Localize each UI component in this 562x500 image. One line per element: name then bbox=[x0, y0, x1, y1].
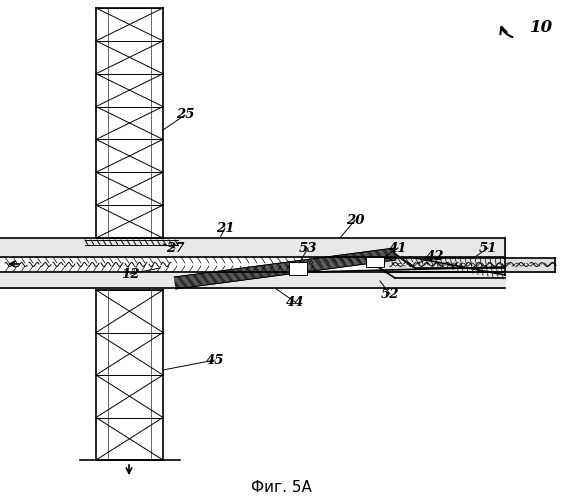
Text: 25: 25 bbox=[176, 108, 194, 122]
Text: 27: 27 bbox=[166, 242, 184, 254]
Text: 52: 52 bbox=[380, 288, 399, 300]
Text: 41: 41 bbox=[389, 242, 407, 254]
Text: 44: 44 bbox=[285, 296, 304, 308]
Text: 12: 12 bbox=[121, 268, 139, 280]
Text: 21: 21 bbox=[216, 222, 234, 234]
FancyArrowPatch shape bbox=[500, 27, 513, 37]
Text: 53: 53 bbox=[299, 242, 318, 254]
Text: 51: 51 bbox=[479, 242, 497, 254]
Text: 45: 45 bbox=[206, 354, 224, 366]
Bar bbox=[289, 262, 307, 274]
Bar bbox=[366, 257, 384, 267]
Text: 20: 20 bbox=[346, 214, 364, 226]
Text: 42: 42 bbox=[426, 250, 444, 262]
Text: Фиг. 5А: Фиг. 5А bbox=[251, 480, 311, 494]
Text: 10: 10 bbox=[530, 20, 553, 36]
